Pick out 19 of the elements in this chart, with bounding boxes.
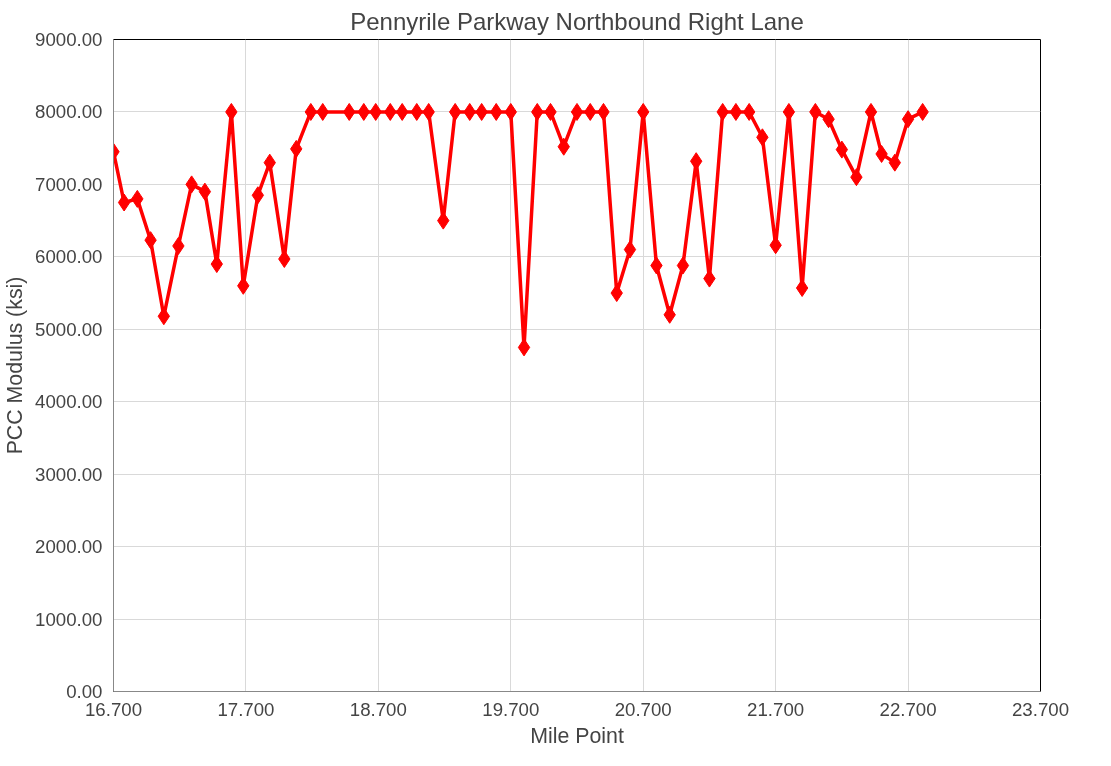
x-tick-label: 20.700 bbox=[614, 698, 672, 720]
y-tick-label: 3000.00 bbox=[35, 463, 103, 485]
x-tick-label: 17.700 bbox=[217, 698, 275, 720]
x-tick-label: 19.700 bbox=[482, 698, 540, 720]
y-tick-label: 7000.00 bbox=[35, 173, 103, 195]
y-tick-label: 1000.00 bbox=[35, 608, 103, 630]
chart-title: Pennyrile Parkway Northbound Right Lane bbox=[350, 7, 804, 35]
x-tick-label: 18.700 bbox=[349, 698, 407, 720]
x-tick-label: 21.700 bbox=[747, 698, 805, 720]
y-tick-label: 9000.00 bbox=[35, 29, 103, 50]
x-tick-label: 23.700 bbox=[1011, 698, 1070, 720]
y-tick-label: 4000.00 bbox=[35, 391, 103, 413]
y-tick-label: 5000.00 bbox=[35, 318, 103, 340]
y-tick-label: 6000.00 bbox=[35, 246, 103, 268]
y-tick-label: 8000.00 bbox=[35, 101, 103, 123]
x-axis-title: Mile Point bbox=[530, 723, 624, 748]
x-tick-label: 22.700 bbox=[879, 698, 937, 720]
y-tick-label: 2000.00 bbox=[35, 536, 103, 558]
y-axis-title: PCC Modulus (ksi) bbox=[3, 276, 28, 455]
